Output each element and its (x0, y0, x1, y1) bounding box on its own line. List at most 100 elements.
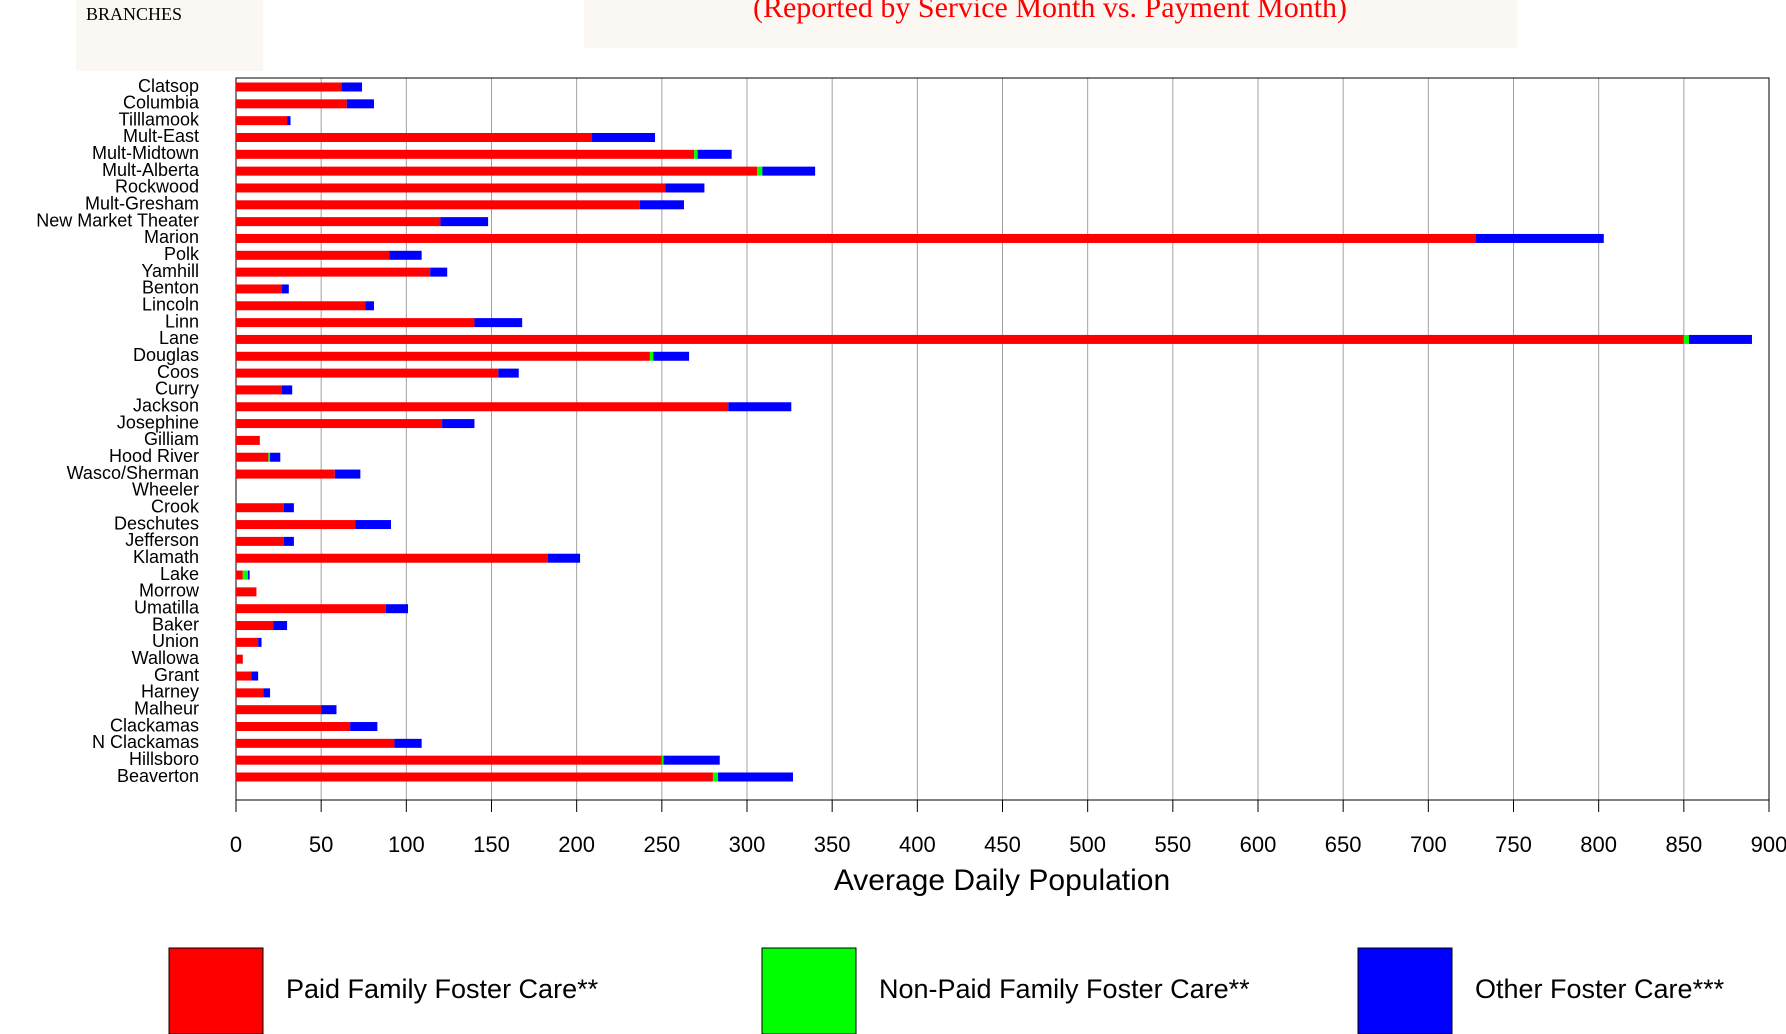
bar-segment (236, 233, 1477, 243)
bar-segment (236, 654, 243, 664)
y-tick-label: Jackson (133, 396, 199, 416)
x-tick-label: 600 (1240, 832, 1277, 857)
y-tick-label: Wasco/Sherman (67, 463, 199, 483)
y-tick-label: Hood River (109, 446, 199, 466)
bar-segment (236, 149, 695, 159)
bar-segment (236, 604, 386, 614)
bar-segment (242, 570, 248, 580)
bar-segment (281, 385, 293, 395)
y-tick-label: Josephine (117, 412, 199, 432)
bar-segment (258, 637, 262, 647)
y-tick-label: New Market Theater (36, 210, 199, 230)
y-tick-label: Deschutes (114, 513, 199, 533)
bar-segment (694, 149, 698, 159)
bar-segment (236, 99, 347, 109)
bar-segment (247, 570, 250, 580)
bar-segment (385, 604, 409, 614)
bar-segment (287, 116, 291, 126)
bar-segment (236, 82, 342, 92)
y-tick-label: Wheeler (132, 480, 199, 500)
bar-segment (762, 166, 816, 176)
bar-segment (236, 469, 335, 479)
y-tick-label: Rockwood (115, 177, 199, 197)
bar-segment (728, 402, 792, 412)
bar-segment (236, 536, 284, 546)
bar-segment (273, 621, 288, 631)
bar-segment (697, 149, 732, 159)
y-tick-label: Mult-Midtown (92, 143, 199, 163)
y-tick-label: Harney (141, 682, 199, 702)
bar-segment (236, 402, 729, 412)
y-tick-label: Lane (159, 328, 199, 348)
bar-segment (341, 82, 363, 92)
bar-segment (236, 553, 548, 563)
x-tick-label: 900 (1751, 832, 1786, 857)
y-tick-label: Malheur (134, 698, 199, 718)
bar-segment (236, 368, 499, 378)
bar-segment (270, 452, 281, 462)
bar-segment (236, 688, 264, 698)
bar-segment (236, 637, 259, 647)
x-tick-label: 850 (1665, 832, 1702, 857)
bar-segment (236, 419, 443, 429)
bar-segment (236, 587, 257, 597)
bar-segment (236, 267, 431, 277)
bar-segment (236, 284, 282, 294)
x-tick-label: 700 (1410, 832, 1447, 857)
bar-segment (236, 705, 322, 715)
y-tick-label: Benton (142, 278, 199, 298)
x-tick-label: 750 (1495, 832, 1532, 857)
bar-segment (263, 688, 271, 698)
bar-segment (547, 553, 581, 563)
y-tick-label: Douglas (133, 345, 199, 365)
x-tick-label: 250 (643, 832, 680, 857)
y-tick-label: Morrow (139, 581, 200, 601)
bar-segment (236, 772, 713, 782)
bar-segment (430, 267, 448, 277)
bar-segment (712, 772, 719, 782)
y-tick-label: Clackamas (110, 715, 199, 735)
y-tick-label: Klamath (133, 547, 199, 567)
y-tick-label: Tilllamook (119, 109, 200, 129)
bar-segment (591, 132, 656, 142)
bar-segment (236, 200, 640, 210)
bar-segment (236, 166, 758, 176)
legend-swatch (761, 947, 857, 1034)
y-tick-label: Beaverton (117, 766, 199, 786)
x-tick-label: 650 (1325, 832, 1362, 857)
bar-segment (236, 570, 243, 580)
bar-segment (236, 671, 252, 681)
bar-segment (394, 738, 422, 748)
bar-segment (474, 318, 523, 328)
bar-segment (251, 671, 259, 681)
x-axis-label: Average Daily Population (834, 864, 1170, 897)
bar-segment (442, 419, 475, 429)
y-tick-label: Jefferson (125, 530, 199, 550)
bar-segment (236, 334, 1684, 344)
y-tick-label: Marion (144, 227, 199, 247)
x-tick-label: 150 (473, 832, 510, 857)
bar-segment (236, 132, 592, 142)
bar-segment (1688, 334, 1752, 344)
y-tick-label: Lake (160, 564, 199, 584)
bar-segment (334, 469, 361, 479)
bar-segment (236, 351, 650, 361)
y-tick-label: Coos (157, 362, 199, 382)
bar-segment (1476, 233, 1604, 243)
bar-segment (661, 755, 664, 765)
y-tick-label: Linn (165, 311, 199, 331)
y-tick-label: Mult-Gresham (85, 194, 199, 214)
bar-segment (283, 503, 294, 513)
x-tick-label: 400 (899, 832, 936, 857)
bar-segment (757, 166, 763, 176)
bar-segment (236, 520, 356, 530)
chart-title: (Reported by Service Month vs. Payment M… (753, 0, 1347, 24)
y-tick-label: Curry (155, 379, 199, 399)
y-tick-label: Columbia (123, 93, 200, 113)
legend-label: Other Foster Care*** (1475, 974, 1725, 1004)
bar-segment (236, 755, 662, 765)
legend-swatch (1357, 947, 1453, 1034)
y-tick-label: N Clackamas (92, 732, 199, 752)
bar-segment (440, 217, 489, 227)
